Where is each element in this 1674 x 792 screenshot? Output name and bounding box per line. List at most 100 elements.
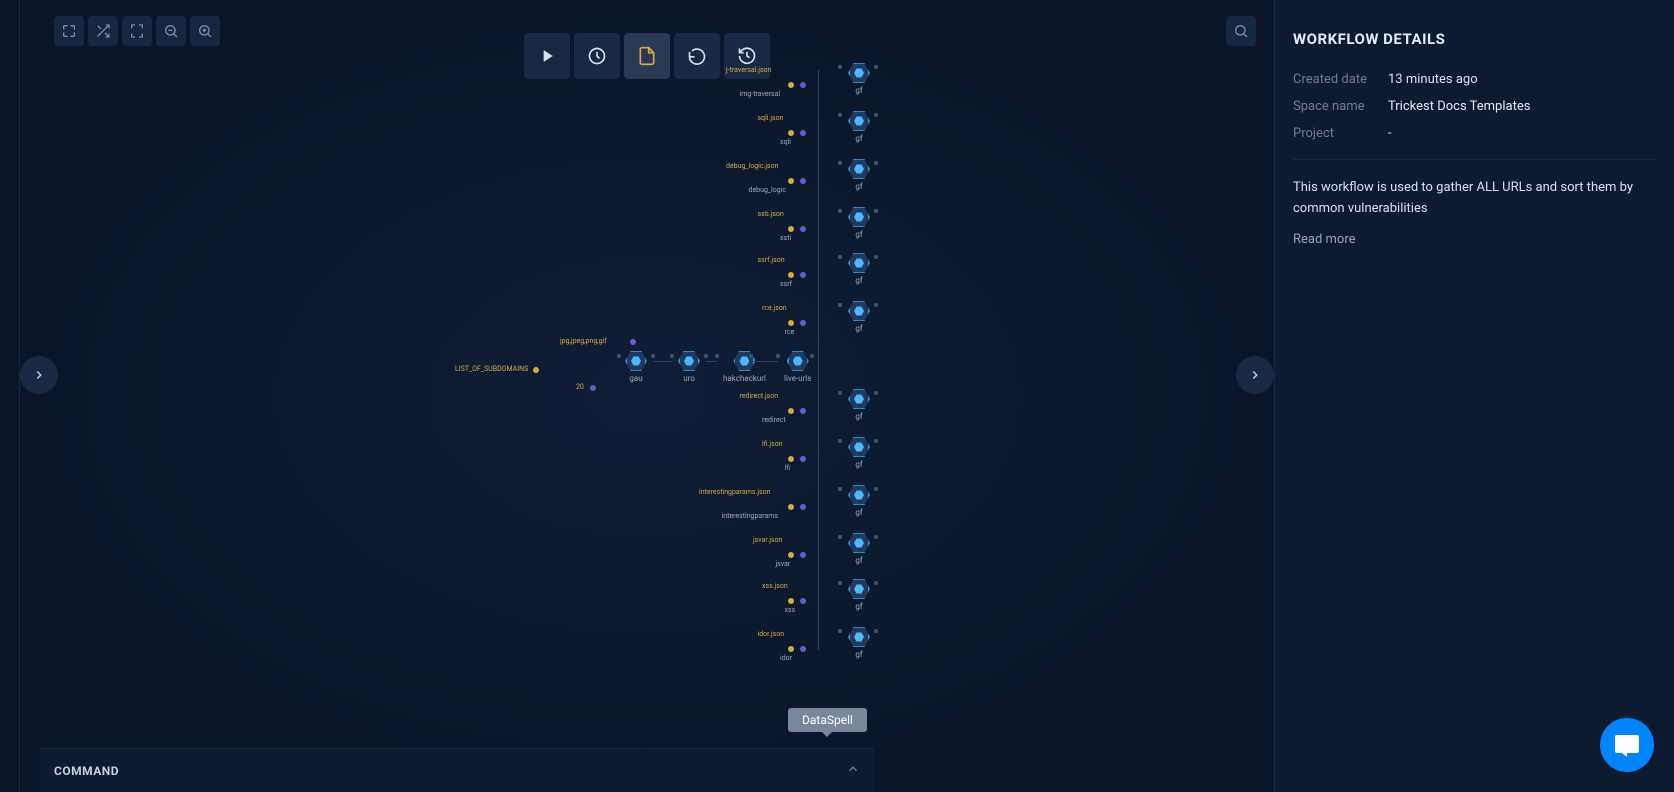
node-hex-icon — [678, 350, 700, 372]
purple-dot — [800, 408, 806, 414]
workflow-node-gf[interactable]: gf — [848, 578, 870, 611]
edge — [653, 361, 672, 362]
node-label: gf — [855, 556, 862, 565]
param-label-json: rce.json — [762, 304, 787, 312]
detail-row-space: Space name Trickest Docs Templates — [1293, 99, 1656, 114]
node-hex-icon — [848, 532, 870, 554]
detail-label: Space name — [1293, 99, 1388, 114]
node-hex-icon — [848, 300, 870, 322]
node-label: gf — [855, 276, 862, 285]
branch-name: lfi — [785, 464, 791, 472]
detail-row-created: Created date 13 minutes ago — [1293, 72, 1656, 87]
orange-dot — [788, 456, 794, 462]
param-label-json: ssti.json — [758, 210, 784, 218]
purple-dot — [800, 178, 806, 184]
workflow-node-gf[interactable]: gf — [848, 252, 870, 285]
node-hex-icon — [625, 350, 647, 372]
node-hex-icon — [848, 110, 870, 132]
branch-name: rce — [785, 328, 795, 336]
detail-value: - — [1388, 126, 1392, 141]
workflow-node-gf[interactable]: gf — [848, 110, 870, 143]
orange-dot — [788, 320, 794, 326]
purple-dot — [800, 504, 806, 510]
node-label: gf — [855, 182, 862, 191]
param-label-json: interestingparams.json — [699, 488, 771, 496]
node-label: gf — [855, 412, 862, 421]
space-link[interactable]: Trickest Docs Templates — [1388, 99, 1530, 114]
workflow-node-gf[interactable]: gf — [848, 300, 870, 333]
purple-dot — [800, 552, 806, 558]
param-dot — [630, 339, 636, 345]
orange-dot — [788, 130, 794, 136]
workflow-node-gf[interactable]: gf — [848, 388, 870, 421]
param-label: jpg,jpeg,png,gif — [560, 337, 607, 345]
chat-fab[interactable] — [1600, 718, 1654, 772]
orange-dot — [788, 504, 794, 510]
purple-dot — [800, 226, 806, 232]
param-label-json: jsvar.json — [753, 536, 782, 544]
branch-name: sqli — [780, 138, 791, 146]
detail-label: Project — [1293, 126, 1388, 141]
orange-dot — [788, 272, 794, 278]
branch-name: img-traversal — [740, 90, 781, 98]
workflow-node-gf[interactable]: gf — [848, 626, 870, 659]
workflow-node-gf[interactable]: gf — [848, 484, 870, 517]
node-hex-icon — [848, 578, 870, 600]
detail-row-project: Project - — [1293, 126, 1656, 141]
workflow-node[interactable]: hakcheckurl — [723, 350, 766, 383]
workflow-node-gf[interactable]: gf — [848, 158, 870, 191]
node-hex-icon — [848, 252, 870, 274]
node-label: gf — [855, 324, 862, 333]
workflow-node[interactable]: gau — [625, 350, 647, 383]
param-dot — [590, 385, 596, 391]
panel-title: WORKFLOW DETAILS — [1293, 30, 1656, 48]
details-panel: WORKFLOW DETAILS Created date 13 minutes… — [1274, 0, 1674, 792]
param-label-json: lfi.json — [762, 440, 783, 448]
workflow-node-gf[interactable]: gf — [848, 206, 870, 239]
node-label: gf — [855, 230, 862, 239]
node-label: hakcheckurl — [723, 374, 766, 383]
edge-spine — [818, 70, 819, 650]
edge — [706, 361, 717, 362]
divider — [1293, 159, 1656, 160]
workflow-node-gf[interactable]: gf — [848, 532, 870, 565]
orange-dot — [788, 408, 794, 414]
orange-dot — [788, 82, 794, 88]
branch-name: ssrf — [780, 280, 792, 288]
left-rail — [0, 0, 20, 792]
param-label-json: xss.json — [762, 582, 788, 590]
node-label: gf — [855, 134, 862, 143]
branch-name: redirect — [762, 416, 786, 424]
command-bar[interactable]: COMMAND — [40, 748, 874, 792]
chevron-up-icon — [846, 762, 860, 776]
orange-dot — [788, 552, 794, 558]
param-label-json: idor.json — [758, 630, 785, 638]
branch-name: interestingparams — [722, 512, 779, 520]
node-label: gf — [855, 602, 862, 611]
read-more-link[interactable]: Read more — [1293, 232, 1656, 247]
workflow-node-gf[interactable]: gf — [848, 62, 870, 95]
purple-dot — [800, 456, 806, 462]
detail-value: 13 minutes ago — [1388, 72, 1478, 87]
purple-dot — [800, 272, 806, 278]
node-hex-icon — [848, 484, 870, 506]
node-hex-icon — [848, 62, 870, 84]
node-label: live-urls — [784, 374, 811, 383]
workflow-canvas[interactable]: LIST_OF_SUBDOMAINSjpg,jpeg,png,gif20gauu… — [20, 0, 1274, 792]
canvas-area[interactable]: LIST_OF_SUBDOMAINSjpg,jpeg,png,gif20gauu… — [20, 0, 1274, 792]
purple-dot — [800, 130, 806, 136]
workflow-node-gf[interactable]: gf — [848, 436, 870, 469]
command-collapse-button[interactable] — [846, 761, 860, 780]
node-label: gf — [855, 86, 862, 95]
edge — [751, 361, 778, 362]
node-hex-icon — [787, 350, 809, 372]
chat-icon — [1613, 731, 1641, 759]
node-label: gf — [855, 508, 862, 517]
node-hex-icon — [848, 388, 870, 410]
param-label-json: ssrf.json — [758, 256, 785, 264]
workflow-node[interactable]: uro — [678, 350, 700, 383]
branch-name: jsvar — [776, 560, 791, 568]
node-label: uro — [683, 374, 695, 383]
workflow-node[interactable]: live-urls — [784, 350, 811, 383]
branch-name: debug_logic — [749, 186, 787, 194]
